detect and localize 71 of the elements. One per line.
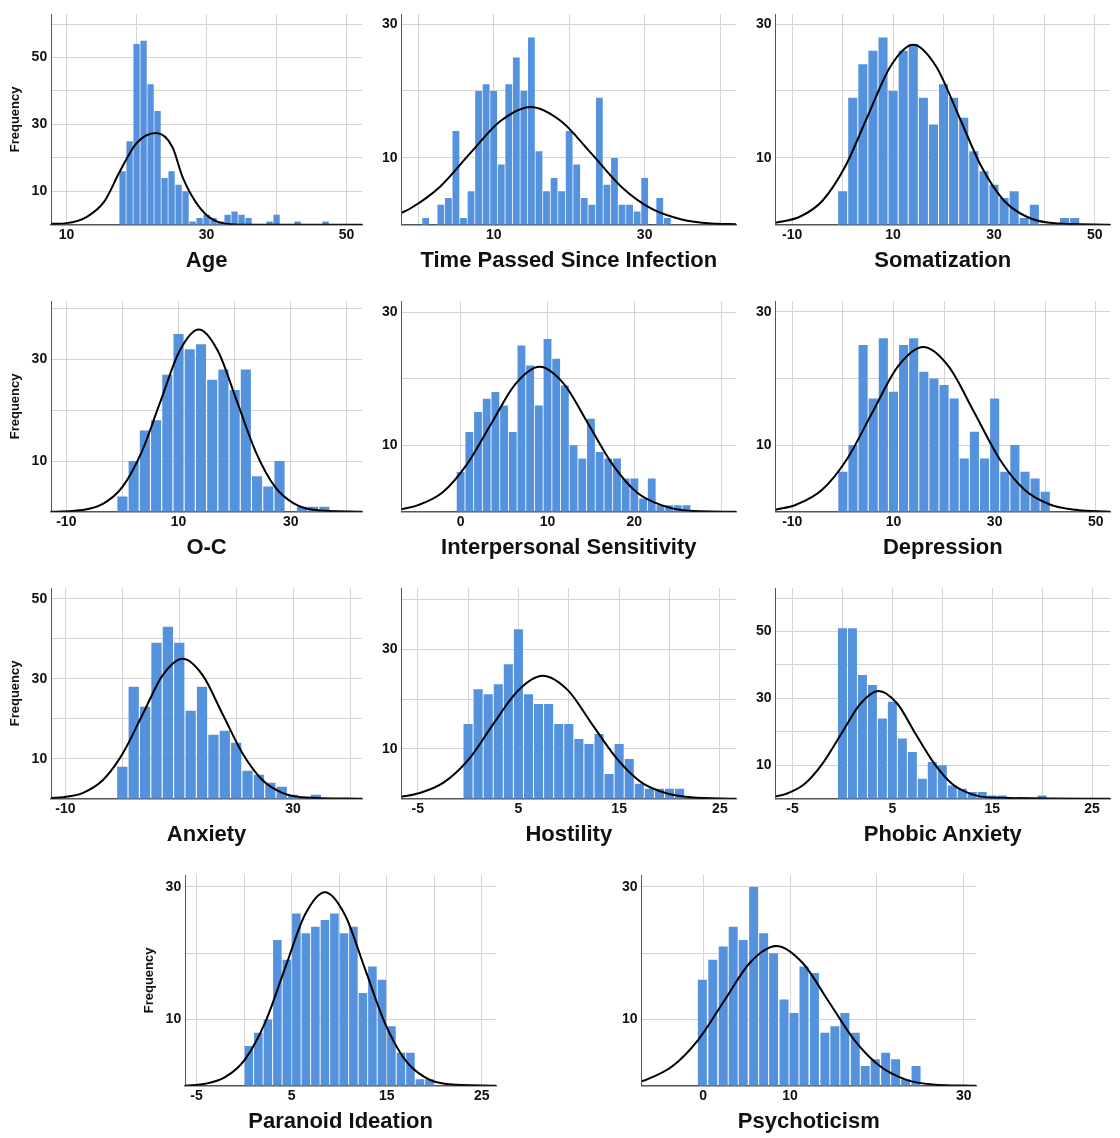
x-tick-label: 15 [984,800,1001,817]
y-axis-title: Frequency [7,372,23,440]
x-tick-label: 10 [539,513,556,530]
x-tick-label: 10 [885,226,902,243]
x-tick-label: 30 [986,513,1003,530]
x-axis-title: Interpersonal Sensitivity [441,533,698,559]
x-tick-label: 50 [1088,513,1104,530]
x-tick-label: -10 [782,513,803,530]
y-tick-label: 10 [755,148,772,165]
x-axis-title: Age [185,246,228,272]
x-axis-title: Psychoticism [737,1107,880,1133]
x-tick-label: 10 [485,226,502,243]
x-tick-label: 50 [338,226,355,243]
y-tick-label: 10 [31,182,48,199]
y-tick-label: 50 [755,622,772,639]
x-tick-label: 30 [956,1087,972,1104]
x-tick-label: 30 [636,226,653,243]
x-tick-label: 30 [198,226,215,243]
y-tick-label: 10 [381,148,398,165]
x-tick-label: -10 [56,513,77,530]
x-tick-label: 20 [626,513,643,530]
y-tick-label: 30 [31,350,48,367]
x-tick-label: 30 [282,513,299,530]
x-tick-label: -5 [190,1087,204,1104]
x-tick-label: 10 [782,1087,799,1104]
x-tick-label: 50 [1087,226,1103,243]
x-tick-label: 5 [514,800,523,817]
x-axis-title: Time Passed Since Infection [420,246,718,272]
x-tick-label: -10 [55,800,76,817]
x-axis-title: Anxiety [166,820,248,846]
y-tick-label: 10 [31,451,48,468]
y-axis-title: Frequency [7,659,23,727]
y-tick-label: 30 [31,669,48,686]
y-tick-label: 30 [381,14,398,31]
x-tick-label: -5 [786,800,799,817]
y-tick-label: 30 [755,689,772,706]
y-tick-label: 30 [31,115,48,132]
x-tick-label: 10 [885,513,902,530]
x-axis-title: Paranoid Ideation [248,1107,433,1133]
y-axis-title: Frequency [141,946,157,1014]
x-axis-title: Somatization [874,246,1012,272]
y-tick-label: 10 [381,739,398,756]
y-tick-label: 10 [381,436,398,453]
x-tick-label: 5 [287,1087,296,1104]
x-axis-title: O-C [186,533,227,559]
x-tick-label: 15 [378,1087,395,1104]
y-tick-label: 10 [31,749,48,766]
x-tick-label: 30 [986,226,1002,243]
y-tick-label: 30 [755,14,772,31]
y-tick-label: 10 [755,435,772,452]
x-axis-title: Depression [882,533,1003,559]
y-tick-label: 50 [31,589,48,606]
x-tick-label: -5 [411,800,425,817]
y-tick-label: 30 [755,302,772,319]
x-tick-label: 25 [473,1087,490,1104]
x-axis-title: Hostility [525,820,613,846]
x-tick-label: 5 [888,800,897,817]
x-tick-label: 10 [58,226,75,243]
y-tick-label: 30 [381,640,398,657]
x-tick-label: 30 [285,800,302,817]
y-tick-label: 10 [755,756,772,773]
x-tick-label: 0 [456,513,465,530]
x-tick-label: 15 [611,800,628,817]
x-tick-label: 0 [699,1087,708,1104]
x-tick-label: 25 [712,800,728,817]
x-tick-label: 25 [1084,800,1101,817]
x-tick-label: -10 [782,226,803,243]
x-axis-title: Phobic Anxiety [863,820,1023,846]
y-tick-label: 30 [381,303,398,320]
y-tick-label: 50 [31,48,48,65]
y-axis-title: Frequency [7,85,23,153]
